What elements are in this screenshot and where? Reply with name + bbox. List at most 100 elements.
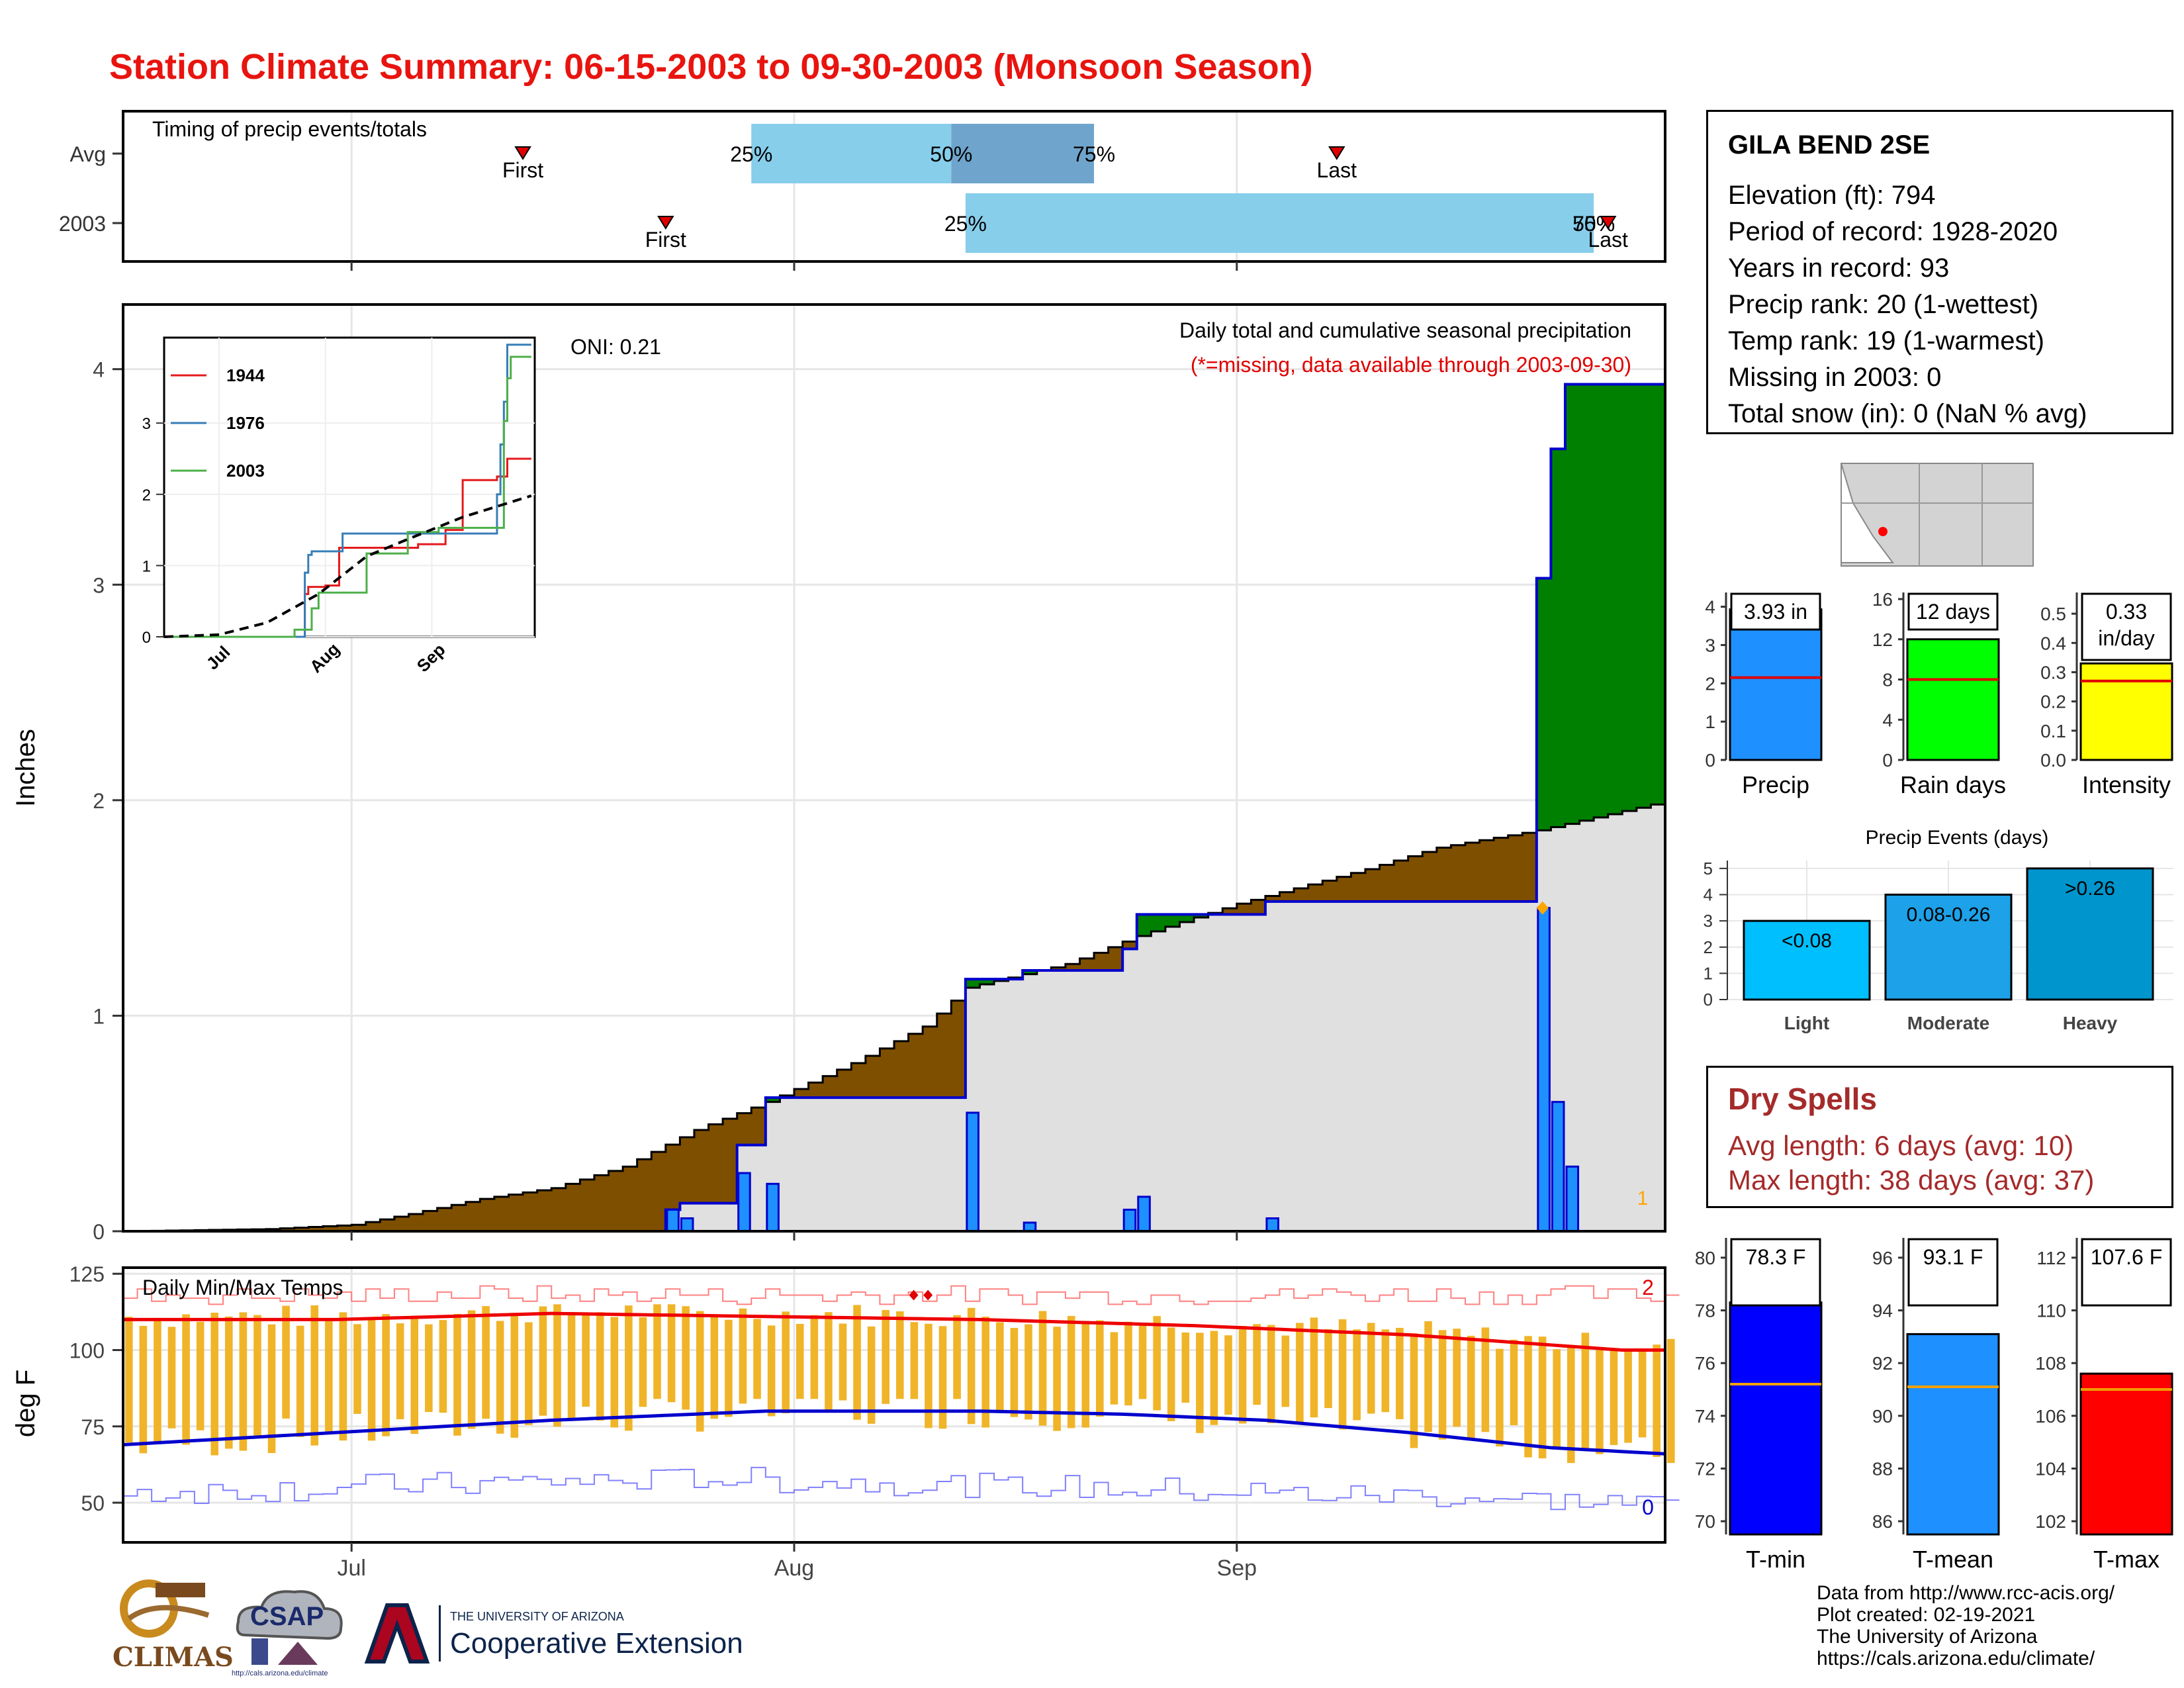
normal-area-segment [1365, 901, 1381, 1231]
deficit-area-segment [294, 1227, 309, 1231]
small-ytick-label: 102 [2035, 1511, 2066, 1532]
daily-precip-bar [966, 1111, 979, 1233]
daily-precip-bar [680, 1217, 694, 1233]
timing-row-label: Avg [69, 142, 106, 166]
surplus-area-segment [1608, 384, 1623, 814]
deficit-area-segment [1308, 884, 1323, 902]
normal-area-segment [1394, 901, 1409, 1231]
deficit-area-segment [1294, 888, 1309, 902]
deficit-area-segment [794, 1089, 809, 1098]
daily-temp-bar [425, 1324, 433, 1413]
dry-spells-box: Dry Spells Avg length: 6 days (avg: 10) … [1706, 1066, 2173, 1208]
inset-legend-label: 2003 [226, 461, 265, 481]
map-state-borders [1841, 463, 2033, 566]
daily-temp-bar [981, 1316, 990, 1428]
normal-area-segment [694, 1203, 709, 1231]
surplus-area-segment [979, 979, 995, 984]
small-bar [1906, 638, 2000, 761]
events-bar-label: <0.08 [1782, 930, 1832, 952]
deficit-area-segment [880, 1048, 895, 1098]
normal-area-segment [1479, 901, 1494, 1231]
normal-area-segment [1622, 811, 1637, 1231]
small-ytick-label: 0.3 [2040, 662, 2066, 682]
footer-line: Data from http://www.rcc-acis.org/ [1817, 1582, 2115, 1604]
surplus-area-segment [965, 979, 980, 988]
deficit-area-segment [1222, 908, 1238, 915]
temp-panel-border [122, 1266, 1666, 1544]
normal-area-segment [1465, 901, 1480, 1231]
events-category-label: Moderate [1907, 1013, 1989, 1033]
ua-divider [439, 1605, 441, 1662]
xtick-label: Sep [1217, 1556, 1257, 1581]
deficit-area-segment [1279, 892, 1295, 902]
daily-temp-bar [1610, 1350, 1618, 1445]
dry-spells-avg: Avg length: 6 days (avg: 10) [1728, 1130, 2074, 1161]
daily-temp-bar [482, 1306, 490, 1419]
normal-area-segment [708, 1203, 723, 1231]
daily-temp-bar [282, 1305, 290, 1419]
deficit-area-segment [565, 1184, 580, 1231]
inset-ytick-label: 1 [142, 557, 151, 575]
deficit-area-segment [637, 1159, 652, 1231]
deficit-area-segment [1122, 941, 1138, 949]
daily-temp-bar [1424, 1321, 1432, 1432]
daily-temp-bar [453, 1313, 461, 1436]
daily-temp-bar [1181, 1332, 1190, 1403]
daily-temp-bar [396, 1323, 404, 1419]
daily-temp-bar [710, 1317, 719, 1419]
normal-area-segment [1108, 970, 1123, 1231]
surplus-area-segment [1194, 914, 1209, 918]
small-ytick-label: 0 [1705, 750, 1715, 771]
station-missing: Missing in 2003: 0 [1728, 363, 1942, 392]
deficit-area-segment [280, 1228, 295, 1231]
daily-temp-bar [1638, 1350, 1647, 1438]
station-elevation: Elevation (ft): 794 [1728, 181, 1936, 210]
deficit-area-segment [851, 1063, 866, 1098]
deficit-area-segment [708, 1124, 723, 1203]
daily-temp-bar [653, 1304, 661, 1399]
daily-precip-bar [1137, 1196, 1151, 1233]
deficit-area-segment [494, 1196, 509, 1231]
normal-area-segment [851, 1098, 866, 1231]
timing-row-label: 2003 [59, 212, 106, 236]
deficit-area-segment [423, 1211, 438, 1231]
temp-count-bottom: 0 [1642, 1495, 1654, 1519]
daily-precip-bar [1565, 1165, 1580, 1233]
normal-area-segment [1094, 970, 1109, 1231]
deficit-area-segment [1508, 835, 1523, 902]
inset-panel [163, 336, 536, 638]
precip-ytick-label: 2 [93, 789, 105, 813]
normal-area-segment [1522, 901, 1537, 1231]
deficit-area-segment [394, 1217, 409, 1231]
inset-ytick-label: 0 [142, 629, 151, 647]
small-ytick-label: 104 [2035, 1458, 2066, 1479]
normal-area-segment [1151, 931, 1166, 1231]
daily-temp-bar [210, 1312, 219, 1456]
daily-temp-bar [567, 1312, 576, 1420]
normal-area-segment [1379, 901, 1394, 1231]
record-high-marker [923, 1289, 933, 1301]
station-info-box: GILA BEND 2SE Elevation (ft): 794 Period… [1706, 110, 2173, 434]
normal-area-segment [1222, 914, 1238, 1231]
daily-temp-bar [367, 1317, 376, 1441]
daily-temp-bar [596, 1312, 604, 1421]
deficit-area-segment [908, 1033, 923, 1098]
normal-area-segment [1594, 817, 1609, 1231]
normal-area-segment [1179, 922, 1195, 1231]
daily-temp-bar [1453, 1329, 1461, 1427]
small-ytick-label: 1 [1705, 712, 1715, 732]
daily-temp-bar [696, 1311, 704, 1432]
dry-spells-title: Dry Spells [1728, 1082, 1877, 1116]
small-bar-value: 107.6 F [2091, 1245, 2163, 1269]
small-ytick-label: 92 [1872, 1353, 1893, 1374]
normal-area-segment [1136, 935, 1152, 1231]
daily-temp-bar [725, 1319, 733, 1417]
daily-temp-bar [953, 1315, 961, 1399]
daily-temp-bar [510, 1313, 519, 1438]
small-bar-value: 0.33 [2106, 600, 2147, 624]
station-name: GILA BEND 2SE [1728, 130, 1931, 160]
deficit-area-segment [551, 1188, 567, 1231]
temp-title: Daily Min/Max Temps [142, 1276, 343, 1299]
timing-title: Timing of precip events/totals [152, 117, 427, 141]
temp-count-top: 2 [1642, 1276, 1654, 1299]
